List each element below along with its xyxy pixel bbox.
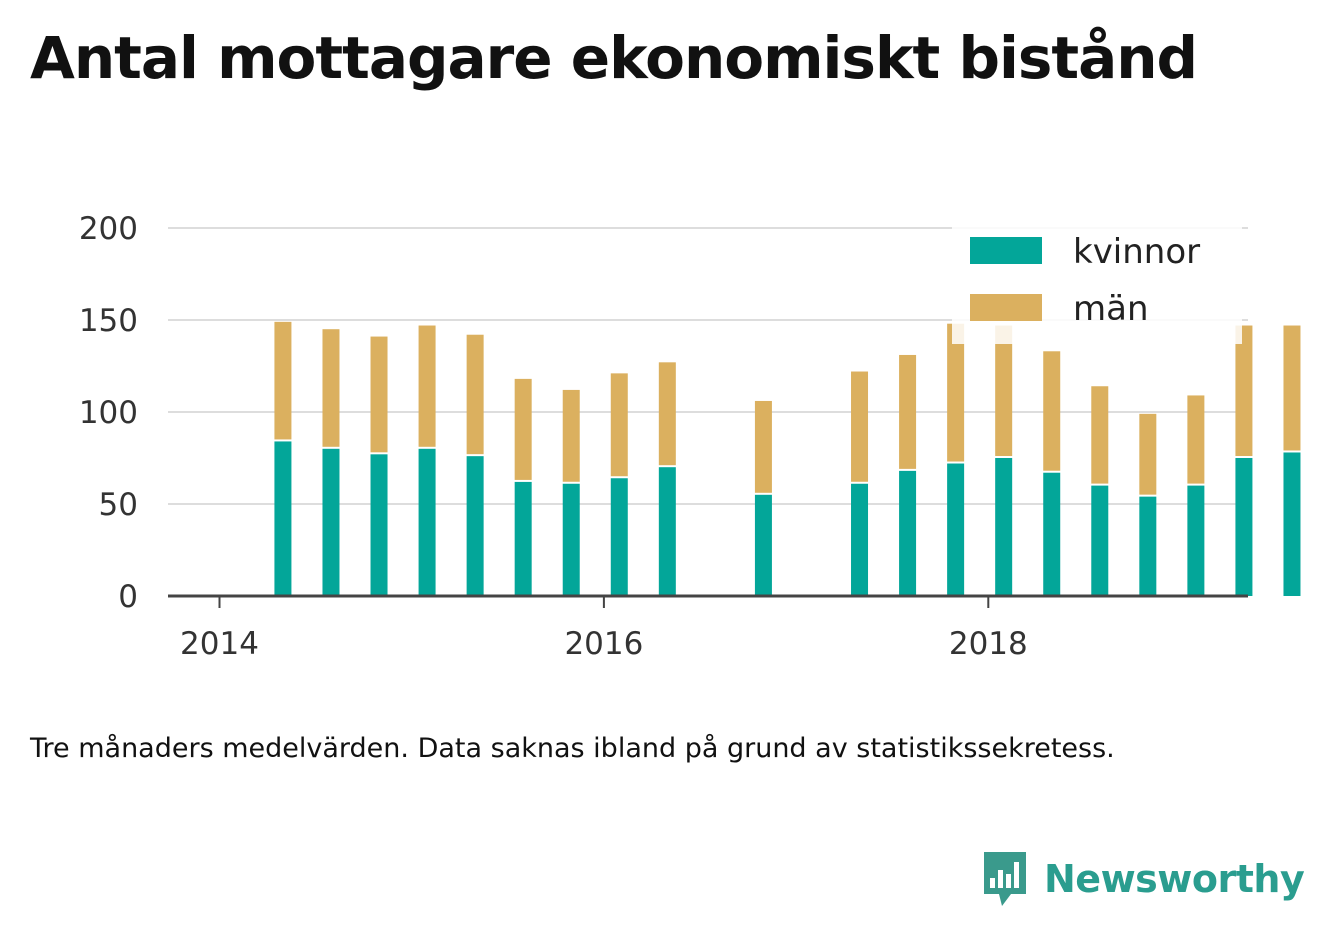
bar-man <box>370 336 388 453</box>
bar-man <box>466 334 484 455</box>
bar-kvinnor <box>1187 485 1205 596</box>
bar-man <box>562 389 580 482</box>
bar-kvinnor <box>1283 452 1301 596</box>
bar-kvinnor <box>851 483 869 596</box>
bar-kvinnor <box>754 494 772 596</box>
bar-man <box>1187 395 1205 484</box>
legend-label-kvinnor: kvinnor <box>1073 232 1200 272</box>
bar-kvinnor <box>514 481 532 596</box>
bar-kvinnor <box>466 456 484 596</box>
chart-footnote: Tre månaders medelvärden. Data saknas ib… <box>30 733 1115 764</box>
bar-man <box>418 325 436 447</box>
x-tick-label: 2014 <box>180 626 259 662</box>
bar-man <box>322 329 340 447</box>
bar-man <box>1091 386 1109 484</box>
bar-kvinnor <box>322 448 340 596</box>
y-tick-label: 50 <box>99 487 138 523</box>
legend-swatch-man <box>970 294 1042 321</box>
bar-kvinnor <box>1091 485 1109 596</box>
bar-man <box>947 323 965 462</box>
y-tick-label: 0 <box>118 579 138 615</box>
bar-kvinnor <box>610 478 628 596</box>
bar-kvinnor <box>562 483 580 596</box>
bar-kvinnor <box>370 454 388 596</box>
bar-man <box>1283 325 1301 451</box>
x-tick-label: 2016 <box>564 626 643 662</box>
bar-man <box>899 354 917 469</box>
chart-title: Antal mottagare ekonomiskt bistånd <box>30 24 1198 92</box>
bar-kvinnor <box>995 458 1013 596</box>
bar-man <box>754 400 772 493</box>
bar-man <box>851 371 869 482</box>
legend: kvinnor män <box>952 226 1242 344</box>
bars <box>274 321 1301 596</box>
legend-swatch-kvinnor <box>970 237 1042 264</box>
bar-man <box>514 378 532 480</box>
brand-name: Newsworthy <box>1044 857 1305 901</box>
stacked-bar-chart: 050100150200201420162018202020222024 kvi… <box>79 211 1301 662</box>
bar-chart-speech-bubble-icon <box>984 852 1026 906</box>
bar-man <box>995 325 1013 456</box>
bar-kvinnor <box>418 448 436 596</box>
bar-kvinnor <box>899 470 917 596</box>
bar-kvinnor <box>1139 496 1157 596</box>
y-tick-label: 100 <box>79 395 138 431</box>
bar-man <box>274 321 292 440</box>
bar-man <box>1043 351 1061 471</box>
bar-man <box>610 373 628 477</box>
y-tick-label: 150 <box>79 303 138 339</box>
bar-man <box>1235 325 1253 456</box>
y-tick-label: 200 <box>79 211 138 247</box>
bar-kvinnor <box>658 467 676 596</box>
x-tick-label: 2018 <box>949 626 1028 662</box>
bar-man <box>1139 413 1157 495</box>
legend-label-man: män <box>1073 289 1149 329</box>
bar-kvinnor <box>1235 458 1253 596</box>
brand-logo: Newsworthy <box>980 848 1305 910</box>
axes: 050100150200201420162018202020222024 <box>79 211 1248 662</box>
bar-man <box>658 362 676 466</box>
bar-kvinnor <box>947 463 965 596</box>
bar-kvinnor <box>274 441 292 596</box>
bar-kvinnor <box>1043 472 1061 596</box>
